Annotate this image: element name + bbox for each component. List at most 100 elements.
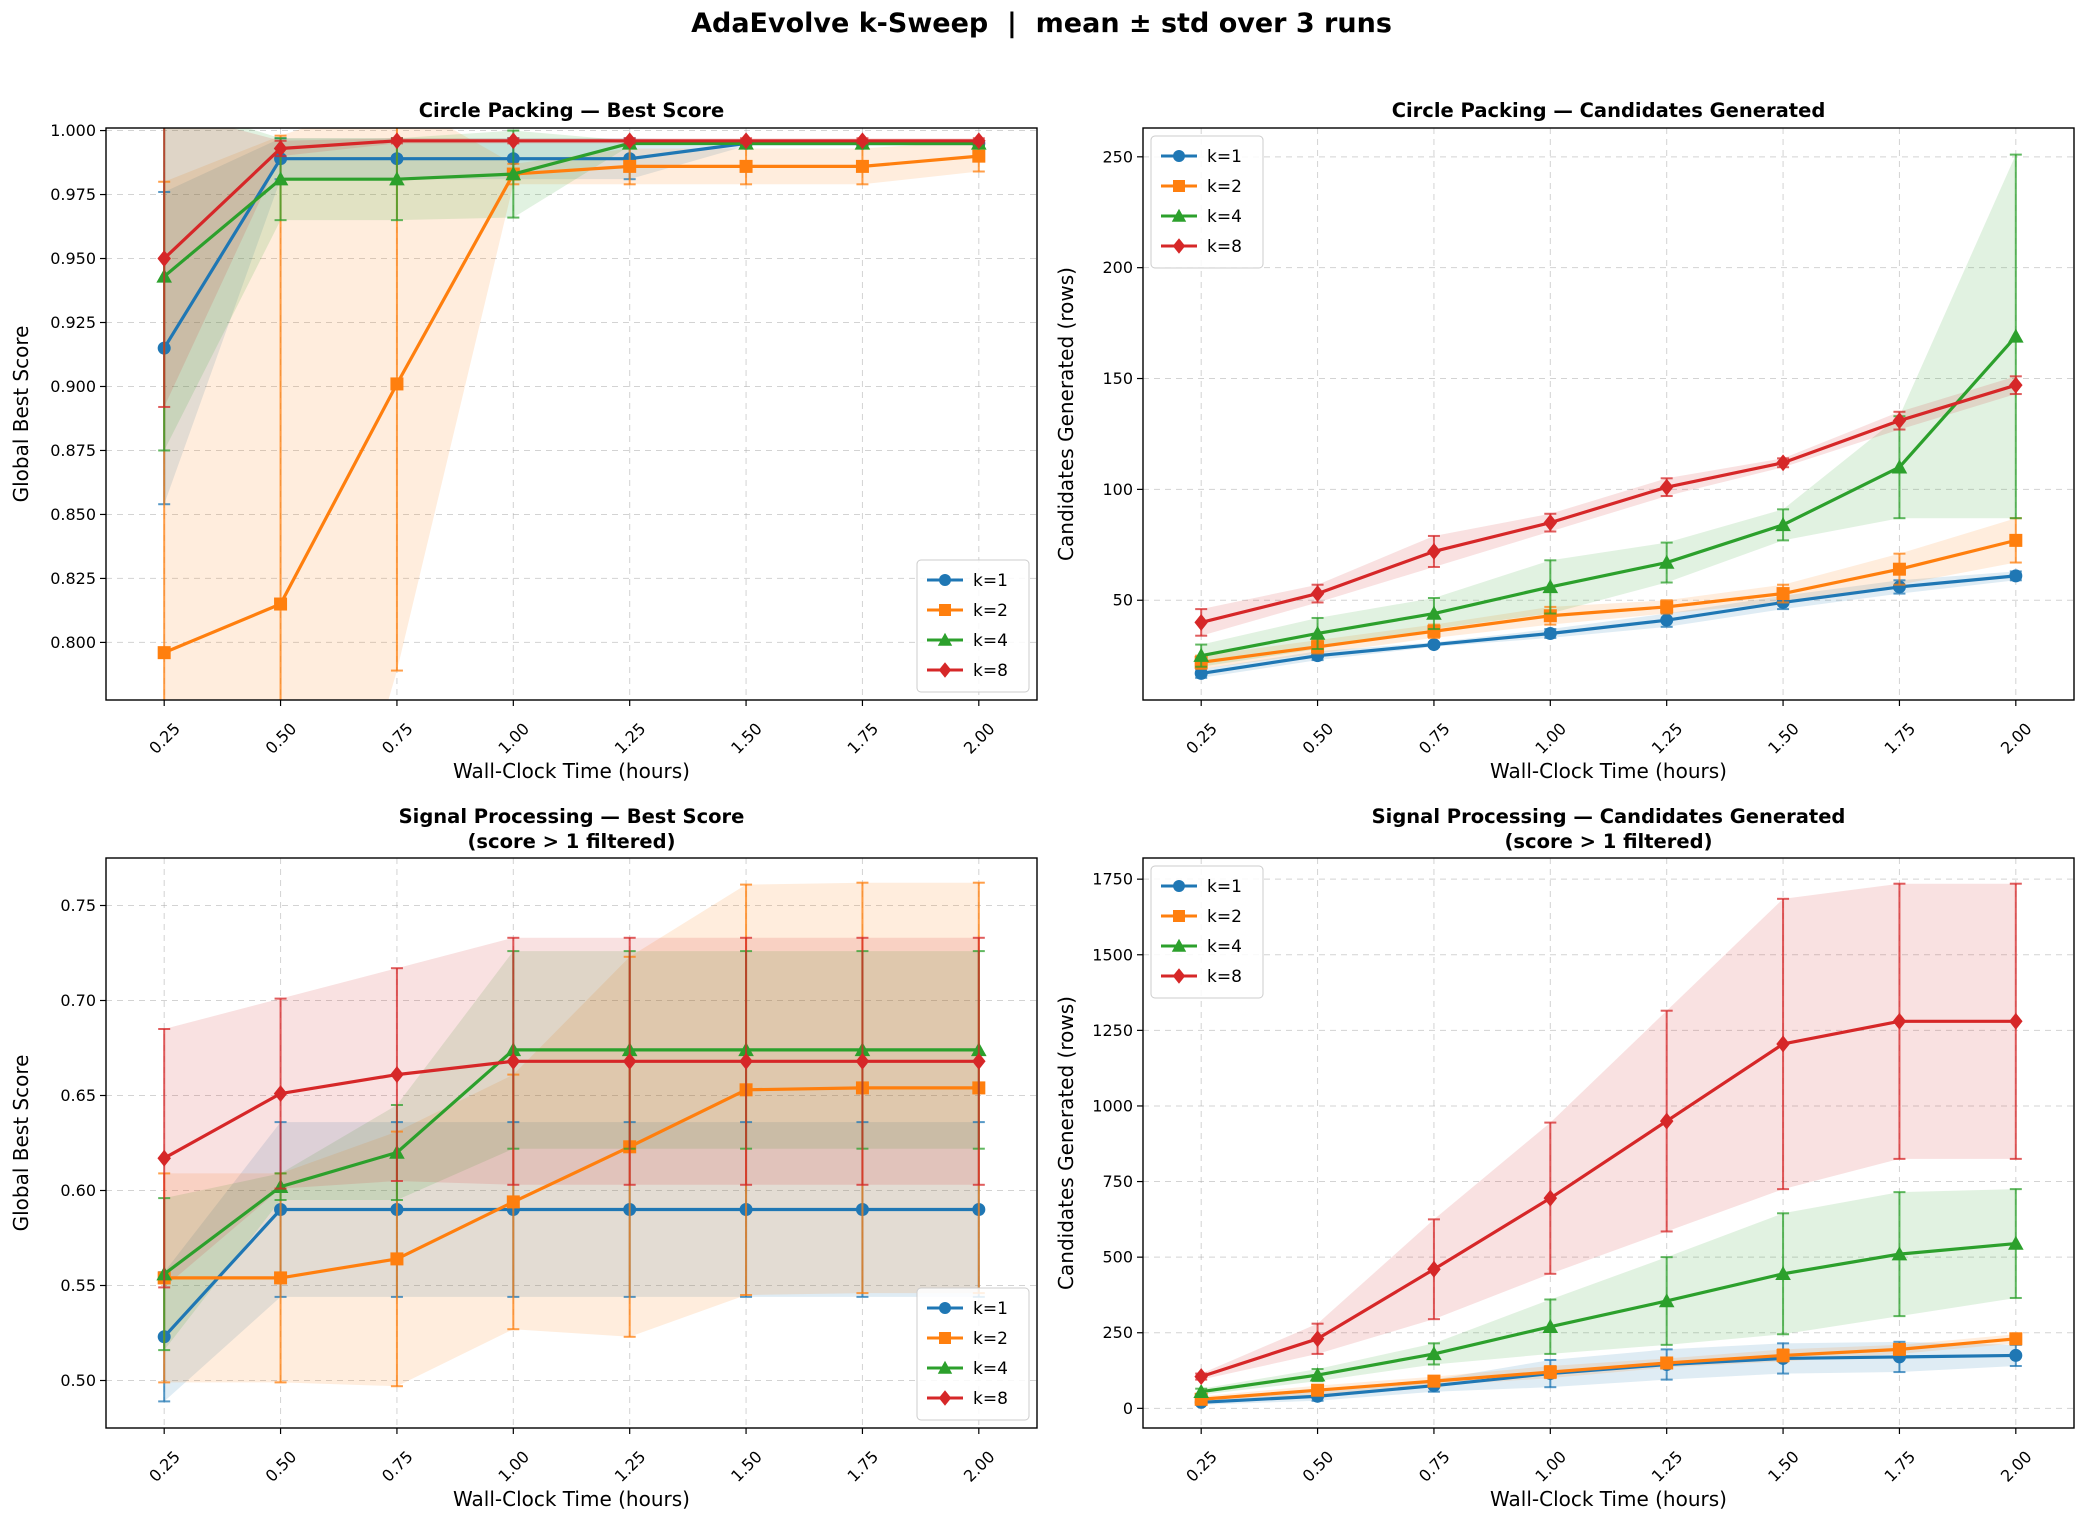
data-point-k4 xyxy=(1193,647,1209,662)
series-line-k2 xyxy=(1201,1337,2016,1401)
data-point-k4 xyxy=(389,171,405,186)
plot-area xyxy=(156,881,987,1403)
data-point-k2 xyxy=(1311,1383,1325,1397)
std-band-k8 xyxy=(164,937,979,1288)
data-point-k1 xyxy=(1194,666,1208,680)
legend-marker xyxy=(1173,880,1185,892)
x-tick-label: 1.75 xyxy=(843,719,882,758)
data-point-k8 xyxy=(972,132,986,150)
legend-marker xyxy=(938,662,952,678)
legend-label: k=1 xyxy=(1207,877,1242,897)
data-point-k2 xyxy=(623,159,637,173)
x-tick-label: 0.50 xyxy=(262,1447,301,1486)
legend-marker xyxy=(939,1302,951,1314)
series-line-k2 xyxy=(164,1086,979,1280)
y-tick-label: 0.75 xyxy=(60,896,96,915)
x-tick-label: 2.00 xyxy=(1997,1447,2036,1486)
legend-item-k1: k=1 xyxy=(1161,877,1242,897)
data-point-k2 xyxy=(1427,624,1441,638)
y-tick-label: 0.850 xyxy=(50,505,96,524)
data-point-k4 xyxy=(2008,1235,2024,1250)
data-point-k1 xyxy=(1660,613,1674,627)
series-line-k4 xyxy=(163,141,979,278)
y-tick-label: 0.950 xyxy=(50,249,96,268)
x-tick-label: 1.75 xyxy=(843,1447,882,1486)
series-line-k8 xyxy=(1200,383,2017,624)
y-tick-label: 0.925 xyxy=(50,313,96,332)
data-point-k8 xyxy=(390,132,404,150)
data-point-k2 xyxy=(1892,562,1906,576)
legend-item-k8: k=8 xyxy=(1161,237,1242,257)
legend-label: k=8 xyxy=(973,1389,1008,1409)
legend-label: k=1 xyxy=(973,571,1008,591)
x-tick-label: 0.25 xyxy=(145,1447,184,1486)
std-band-k2 xyxy=(164,882,979,1387)
data-point-k2 xyxy=(739,159,753,173)
data-point-k8 xyxy=(2009,1012,2023,1030)
legend-box xyxy=(1150,135,1264,269)
y-tick-label: 0.50 xyxy=(60,1371,96,1390)
data-point-k8 xyxy=(273,1085,288,1103)
legend-label: k=4 xyxy=(1207,207,1242,227)
data-point-k8 xyxy=(1776,1035,1790,1053)
x-tick-label: 1.50 xyxy=(727,1447,766,1486)
panel-subtitle: (score > 1 filtered) xyxy=(1505,830,1713,853)
data-point-k2 xyxy=(2009,1332,2023,1346)
x-tick-label: 1.50 xyxy=(727,719,766,758)
panel-title: Circle Packing — Best Score xyxy=(419,99,725,122)
panel-title: Signal Processing — Candidates Generated xyxy=(1372,805,1846,828)
data-point-k8 xyxy=(739,132,753,150)
data-point-k8 xyxy=(1427,543,1441,560)
data-point-k2 xyxy=(855,159,869,173)
legend-marker xyxy=(1171,208,1187,222)
y-tick-label: 1750 xyxy=(1092,870,1133,889)
std-band-k4 xyxy=(1201,154,2016,667)
x-axis-label: Wall-Clock Time (hours) xyxy=(1490,1487,1727,1511)
y-tick-label: 150 xyxy=(1102,369,1133,388)
data-point-k4 xyxy=(505,166,522,181)
y-tick-label: 500 xyxy=(1102,1248,1133,1267)
legend-label: k=8 xyxy=(973,661,1008,681)
legend-item-k4: k=4 xyxy=(927,1359,1008,1379)
legend-marker xyxy=(939,574,951,586)
y-tick-label: 1000 xyxy=(1092,1096,1133,1115)
y-tick-label: 250 xyxy=(1102,1323,1133,1342)
y-tick-label: 0.900 xyxy=(50,377,96,396)
legend-item-k1: k=1 xyxy=(927,571,1008,591)
data-point-k4 xyxy=(1658,554,1675,569)
data-point-k4 xyxy=(1775,517,1791,532)
std-band-k4 xyxy=(164,128,979,451)
legend-box xyxy=(916,1287,1030,1421)
legend-item-k8: k=8 xyxy=(927,661,1008,681)
legend-label: k=4 xyxy=(973,1359,1008,1379)
legend-label: k=1 xyxy=(1207,147,1242,167)
data-point-k4 xyxy=(1426,605,1442,620)
y-tick-label: 0.60 xyxy=(60,1181,96,1200)
data-point-k4 xyxy=(1775,1265,1791,1281)
x-tick-label: 1.00 xyxy=(494,1447,533,1486)
data-point-k1 xyxy=(2009,1348,2023,1362)
y-axis-label: Candidates Generated (rows) xyxy=(1054,267,1078,561)
panel-4: 0.25 0.50 0.75 1.00 1.25 1.50 1.75 2.00 0 250 500 7… xyxy=(1054,805,2075,1511)
y-tick-label: 100 xyxy=(1102,480,1133,499)
data-point-k8 xyxy=(1194,613,1208,631)
axes-frame xyxy=(105,857,1038,1429)
std-band-k2 xyxy=(164,128,979,700)
data-point-k2 xyxy=(274,597,288,611)
data-point-k4 xyxy=(1309,1367,1326,1382)
legend-item-k4: k=4 xyxy=(927,631,1008,651)
std-band-k4 xyxy=(1201,1189,2016,1395)
x-tick-label: 1.50 xyxy=(1764,719,1803,758)
legend-box xyxy=(916,559,1030,693)
legend: k=1 k=2 k=4 k=8 xyxy=(1150,135,1264,269)
legend-item-k2: k=2 xyxy=(927,601,1008,621)
legend-item-k1: k=1 xyxy=(927,1299,1008,1319)
legend: k=1 k=2 k=4 k=8 xyxy=(916,559,1030,693)
legend-item-k2: k=2 xyxy=(927,1329,1008,1349)
plot-area xyxy=(156,128,987,700)
data-point-k2 xyxy=(1427,1374,1441,1388)
y-tick-label: 0.825 xyxy=(50,569,96,588)
data-point-k8 xyxy=(1427,1260,1441,1278)
legend-label: k=4 xyxy=(1207,937,1242,957)
x-tick-label: 1.00 xyxy=(494,719,533,758)
